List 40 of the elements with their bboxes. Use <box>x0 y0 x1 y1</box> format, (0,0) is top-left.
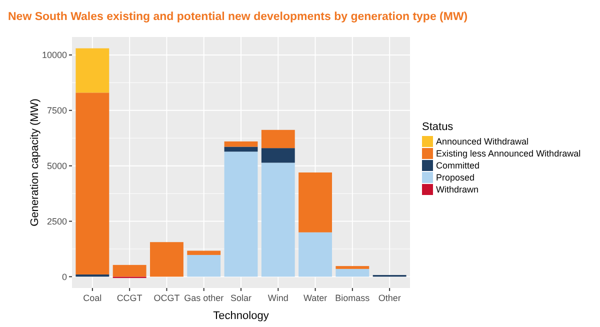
x-tick-label: Biomass <box>335 293 370 303</box>
x-tick-label: Water <box>303 293 328 303</box>
bar <box>187 254 221 277</box>
bar <box>224 146 258 152</box>
bar <box>76 274 110 277</box>
bar <box>76 92 110 274</box>
y-axis-title: Generation capacity (MW) <box>29 98 41 226</box>
legend-label: Proposed <box>436 172 475 183</box>
bar <box>150 242 184 277</box>
x-tick-label: Gas other <box>184 293 224 303</box>
x-tick-label: Other <box>378 293 401 303</box>
bar <box>336 268 370 277</box>
bar <box>76 48 110 93</box>
bar <box>224 152 258 277</box>
y-tick-label: 0 <box>62 272 67 282</box>
legend-title: Status <box>422 121 454 133</box>
legend-label: Announced Withdrawal <box>436 136 529 147</box>
legend-label: Withdrawn <box>436 184 479 195</box>
chart-title: New South Wales existing and potential new developments by generation type (MW) <box>8 11 468 23</box>
x-tick-label: CCGT <box>116 293 143 303</box>
bar <box>187 250 221 255</box>
x-tick-label: Solar <box>230 293 252 303</box>
x-tick-label: Wind <box>268 293 288 303</box>
x-axis-title: Technology <box>213 310 270 322</box>
bar <box>336 266 370 269</box>
bar <box>261 162 295 277</box>
y-tick-label: 5000 <box>46 160 67 171</box>
bar <box>112 264 146 277</box>
legend-label: Existing less Announced Withdrawal <box>436 148 581 159</box>
y-tick-label: 2500 <box>46 216 67 226</box>
y-tick-label: 10000 <box>42 50 67 60</box>
legend-label: Committed <box>436 160 480 171</box>
bar <box>261 130 295 148</box>
bar <box>224 141 258 147</box>
bar <box>261 148 295 163</box>
x-tick-label: OCGT <box>154 293 180 303</box>
bar <box>298 172 332 232</box>
y-tick-label: 7500 <box>46 106 67 116</box>
x-tick-label: Coal <box>83 293 102 303</box>
bar <box>298 232 332 277</box>
